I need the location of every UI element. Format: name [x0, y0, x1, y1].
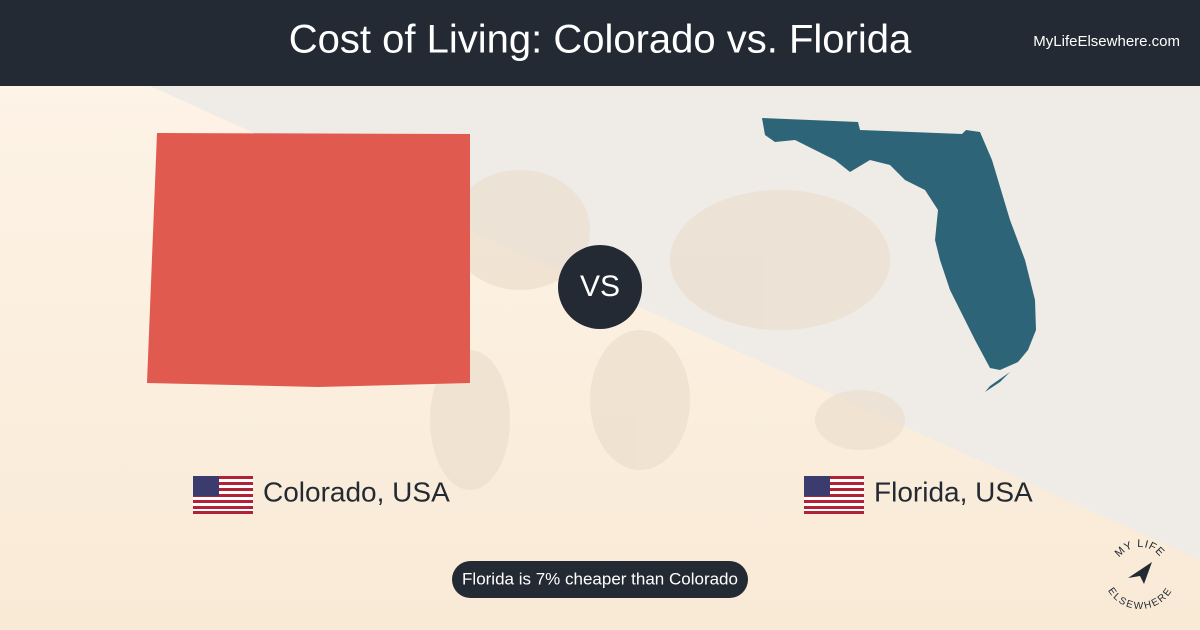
vs-text: VS [580, 270, 620, 303]
vs-badge [558, 245, 642, 329]
flag-right [804, 476, 864, 514]
world-map [430, 170, 905, 490]
comparison-pill [452, 561, 748, 598]
site-link[interactable]: MyLifeElsewhere.com [1033, 33, 1180, 50]
title: Cost of Living: Colorado vs. Florida [289, 18, 912, 62]
right-label: Florida, USA [874, 476, 1033, 507]
flag-left [193, 476, 253, 514]
comparison-text: Florida is 7% cheaper than Colorado [462, 569, 738, 588]
colorado-shape [147, 133, 470, 387]
header-bar [0, 0, 1200, 86]
florida-shape [762, 118, 1036, 392]
left-label: Colorado, USA [263, 476, 450, 507]
